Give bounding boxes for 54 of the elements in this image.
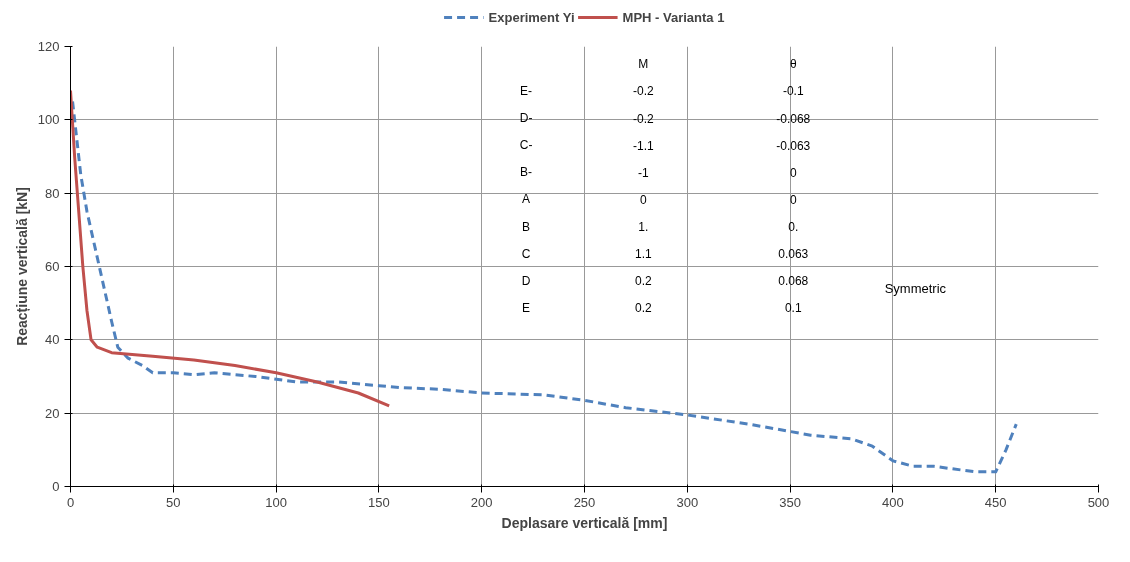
y-tick-label: 40 bbox=[45, 332, 60, 348]
annotation: E bbox=[522, 300, 531, 315]
annotation: D- bbox=[519, 111, 533, 125]
x-tick-label: 100 bbox=[265, 494, 287, 510]
x-tick-label: 50 bbox=[166, 494, 181, 510]
y-axis-title: Reacțiune verticală [kN] bbox=[13, 187, 30, 346]
annotation: 1.1 bbox=[634, 247, 652, 262]
annotation: 0. bbox=[788, 220, 799, 235]
annotation: 0.068 bbox=[778, 274, 809, 289]
annotation: Symmetric bbox=[884, 281, 947, 296]
annotation: -0.1 bbox=[782, 84, 804, 99]
y-tick-label: 60 bbox=[45, 259, 60, 274]
annotation: C- bbox=[519, 138, 533, 153]
annotation: 0.2 bbox=[634, 274, 652, 289]
x-tick-label: 400 bbox=[882, 494, 904, 510]
annotation: 0.2 bbox=[634, 301, 652, 316]
annotation: B bbox=[522, 219, 531, 234]
x-tick-label: 0 bbox=[66, 494, 75, 510]
annotation: M bbox=[638, 56, 649, 71]
annotation: E- bbox=[520, 83, 533, 98]
annotation: 0.1 bbox=[784, 301, 802, 316]
annotation: -0.068 bbox=[776, 111, 811, 126]
annotation: -1.1 bbox=[632, 138, 654, 153]
y-tick-label: 100 bbox=[37, 112, 60, 128]
x-tick-label: 200 bbox=[470, 494, 493, 510]
x-tick-label: 350 bbox=[779, 494, 801, 510]
y-tick-label: 0 bbox=[52, 479, 60, 494]
annotation: A bbox=[522, 192, 531, 207]
annotation: D bbox=[521, 273, 531, 288]
annotation: 1. bbox=[638, 220, 649, 235]
annotation: -1 bbox=[637, 165, 649, 180]
annotation: 0 bbox=[789, 192, 797, 207]
x-tick-label: 450 bbox=[984, 494, 1007, 510]
annotation: C bbox=[521, 246, 531, 261]
y-tick-label: 80 bbox=[45, 185, 60, 201]
annotation: -0.2 bbox=[632, 111, 654, 126]
y-tick-label: 120 bbox=[37, 39, 60, 54]
x-axis-title: Deplasare verticală [mm] bbox=[501, 514, 668, 531]
line-series bbox=[70, 89, 391, 408]
y-tick-label: 20 bbox=[45, 405, 60, 421]
annotation: -0.2 bbox=[632, 84, 654, 99]
x-tick-label: 500 bbox=[1087, 494, 1110, 510]
annotation: 0 bbox=[789, 165, 797, 180]
annotation: -0.063 bbox=[776, 138, 811, 153]
annotation: B- bbox=[520, 165, 533, 180]
x-tick-label: 250 bbox=[573, 494, 596, 510]
x-tick-label: 300 bbox=[676, 494, 699, 510]
line-series bbox=[71, 100, 1018, 474]
legend-label: MPH - Varianta 1 bbox=[622, 9, 725, 25]
annotation: 0 bbox=[639, 192, 647, 207]
legend-label: Experiment Yi bbox=[488, 9, 575, 25]
annotation: θ bbox=[789, 56, 797, 71]
annotation: 0.063 bbox=[778, 247, 809, 262]
x-tick-label: 150 bbox=[368, 494, 390, 510]
